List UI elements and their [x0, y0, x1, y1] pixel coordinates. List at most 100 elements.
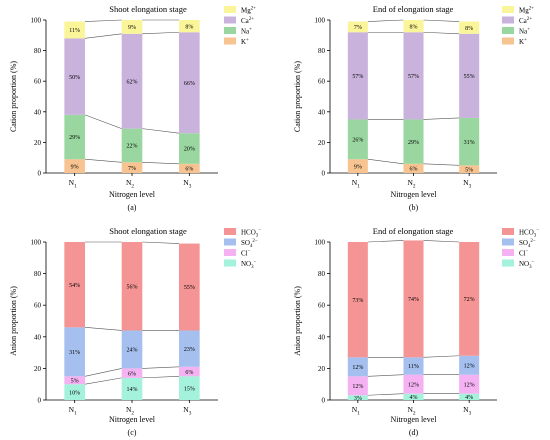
connector-line	[423, 163, 460, 166]
legend-swatch	[224, 238, 236, 246]
bar-segment	[403, 393, 424, 400]
legend-label: NO3−	[519, 260, 535, 270]
bar-segment	[121, 377, 143, 400]
connector-line	[142, 376, 180, 379]
legend-swatch	[224, 27, 236, 34]
bar-segment	[347, 395, 368, 400]
legend-swatch	[224, 249, 236, 256]
data-label: 12%	[464, 382, 475, 388]
y-axis-label: Cation proportion (%)	[9, 61, 18, 132]
y-tick-label: 100	[315, 239, 326, 247]
legend-label: Na+	[519, 27, 530, 35]
data-label: 56%	[127, 284, 138, 290]
legend-swatch	[502, 16, 514, 24]
y-axis-label: Cation proportion (%)	[293, 61, 302, 132]
y-tick-label: 60	[34, 302, 42, 310]
data-label: 62%	[127, 79, 138, 85]
legend-label: SO42−	[519, 239, 536, 249]
connector-line	[84, 158, 122, 163]
connector-line	[423, 31, 460, 35]
x-tick-label: N1	[352, 405, 360, 416]
connector-line	[142, 366, 180, 369]
connector-line	[367, 374, 404, 377]
bar-segment	[403, 20, 424, 33]
bar-segment	[347, 21, 368, 33]
y-tick-label: 40	[318, 333, 326, 341]
legend-label: Na+	[241, 27, 252, 35]
y-tick-label: 20	[34, 365, 42, 373]
x-axis-label: Nitrogen level	[109, 415, 156, 424]
bar-segment	[121, 242, 143, 331]
chart-title: Shoot elongation stage	[109, 226, 187, 236]
data-label: 7%	[128, 166, 136, 172]
data-label: 66%	[184, 81, 195, 87]
data-label: 10%	[69, 390, 80, 396]
y-tick-label: 100	[31, 239, 42, 247]
y-tick-label: 80	[34, 270, 42, 278]
bar-segment	[347, 159, 368, 173]
y-tick-label: 40	[318, 108, 326, 116]
chart-panel-c: 0 20 40 60 80 100 N1 N2 N3 10% 14% 15% 5% 6% 6% 31% 24% 2…	[9, 226, 261, 437]
connector-line	[142, 128, 180, 134]
data-label: 24%	[127, 348, 138, 354]
bar-segment	[64, 242, 85, 328]
legend-label: NO3−	[241, 260, 257, 270]
bar-segment	[403, 240, 424, 358]
legend-label: HCO3−	[241, 228, 261, 238]
data-label: 3%	[354, 396, 362, 402]
data-label: 4%	[465, 395, 473, 401]
data-label: 22%	[127, 144, 138, 150]
data-label: 26%	[352, 138, 363, 144]
x-axis-label: Nitrogen level	[391, 415, 438, 424]
legend-swatch	[224, 228, 236, 235]
legend: Mg2+ Ca2+ Na+ K+	[224, 6, 256, 46]
data-label: 57%	[408, 74, 419, 80]
x-tick-label: N2	[407, 178, 415, 189]
legend-swatch	[502, 37, 514, 45]
data-label: 31%	[69, 350, 80, 356]
legend-swatch	[224, 16, 236, 24]
data-label: 23%	[184, 347, 195, 353]
legend-swatch	[224, 6, 236, 13]
connector-line	[142, 31, 180, 35]
bar-segment	[179, 330, 200, 367]
bar-segment	[347, 242, 368, 358]
bar-segment	[64, 21, 85, 39]
bar-segment	[403, 32, 424, 120]
panel-label: (c)	[128, 428, 137, 437]
panel-label: (b)	[409, 203, 419, 212]
data-label: 15%	[184, 386, 195, 392]
bar-segment	[459, 117, 480, 166]
legend-label: Mg2+	[241, 6, 256, 14]
x-tick-label: N1	[69, 178, 77, 189]
data-label: 6%	[185, 370, 193, 376]
panel-label: (a)	[128, 203, 137, 212]
legend-label: Cl−	[519, 249, 529, 257]
legend-swatch	[224, 37, 236, 45]
bar-segment	[459, 21, 480, 34]
x-tick-label: N2	[126, 405, 134, 416]
legend-swatch	[502, 228, 514, 235]
bar-segment	[64, 327, 85, 377]
bar-segment	[403, 119, 424, 164]
y-tick-label: 60	[318, 302, 326, 310]
legend-swatch	[502, 6, 514, 13]
bar-segment	[121, 33, 143, 129]
chart-panel-d: 0 20 40 60 80 100 N1 N2 N3 3% 4% 4% 12% 12% 12% 12% 11% 1…	[293, 226, 539, 437]
bar-segment	[459, 355, 480, 375]
chart-title: End of elongation stage	[373, 226, 454, 236]
bar-segment	[64, 114, 85, 160]
data-label: 8%	[185, 24, 193, 30]
chart-panel-a: 0 20 40 60 80 100 N1 N2 N3 9% 7% 6% 29% 22% 20% 50% 62% 6…	[9, 4, 256, 212]
data-label: 55%	[184, 285, 195, 291]
connector-line	[142, 241, 180, 244]
y-axis-label: Anion proportion (%)	[293, 286, 302, 356]
x-tick-label: N2	[126, 178, 134, 189]
legend-swatch	[502, 27, 514, 34]
data-label: 11%	[69, 28, 80, 34]
data-label: 6%	[410, 167, 418, 173]
connector-line	[423, 117, 460, 120]
bar-segment	[121, 330, 143, 369]
bar-segment	[179, 133, 200, 164]
x-tick-label: N1	[352, 178, 360, 189]
